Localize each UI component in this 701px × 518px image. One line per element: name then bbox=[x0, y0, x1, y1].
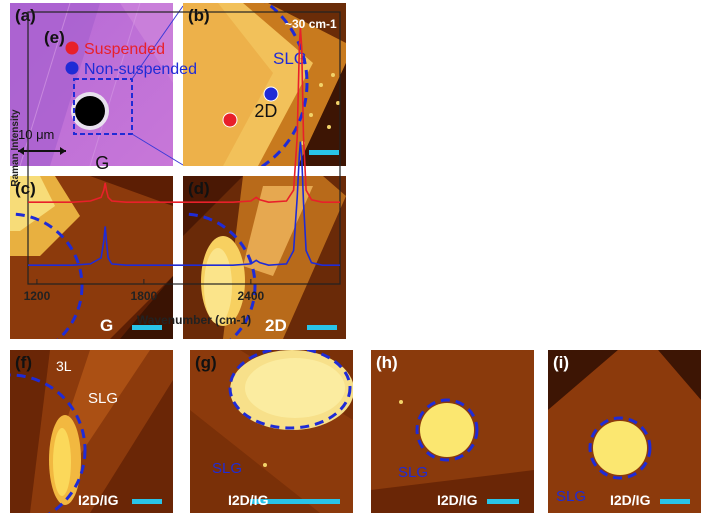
panel-i-tag: SLG bbox=[556, 488, 587, 505]
legend-marker-suspended bbox=[65, 41, 79, 55]
peak-label-g: G bbox=[95, 153, 109, 173]
panel-b-note: ~30 cm-1 bbox=[285, 17, 337, 31]
legend-marker-non-suspended bbox=[65, 61, 79, 75]
panel-e: (e) 1200 1800 2400 Wavenumber (cm-1) Raman I… bbox=[0, 0, 350, 330]
panel-a-label: (a) bbox=[15, 6, 36, 25]
panel-c-label: (c) bbox=[15, 179, 36, 198]
panel-b-map bbox=[183, 3, 346, 166]
panel-g-label: (g) bbox=[195, 353, 217, 372]
legend-label-non-suspended: Non-suspended bbox=[84, 61, 197, 78]
panel-f-map bbox=[10, 350, 173, 513]
series-line-suspended bbox=[28, 27, 340, 204]
panel-g: (g) SLG I2D/IG bbox=[190, 350, 353, 513]
peak-label-2d: 2D bbox=[254, 101, 277, 121]
panel-h-label: (h) bbox=[376, 353, 398, 372]
raman-chart: 1200 1800 2400 Wavenumber (cm-1) Raman Inten… bbox=[10, 11, 341, 327]
x-tick-label: 1200 bbox=[24, 289, 51, 303]
panel-d-label: (d) bbox=[188, 179, 210, 198]
panel-d-map-label: 2D bbox=[265, 316, 287, 335]
panel-h-map bbox=[371, 350, 534, 513]
x-tick-label: 1800 bbox=[131, 289, 158, 303]
panel-b: (b) ~30 cm-1 SLG bbox=[183, 3, 346, 166]
panel-b-label: (b) bbox=[188, 6, 210, 25]
panel-e-label: (e) bbox=[44, 28, 65, 47]
panel-h-tag: SLG bbox=[398, 464, 429, 481]
y-axis-label: Raman Intensity bbox=[10, 109, 21, 187]
panel-f-map-label: I2D/IG bbox=[78, 492, 119, 508]
panel-i-map bbox=[548, 350, 701, 513]
x-tick-label: 2400 bbox=[238, 289, 265, 303]
panel-f-3l-tag: 3L bbox=[56, 358, 72, 374]
panel-c: (c) G bbox=[10, 176, 173, 339]
panel-g-map bbox=[190, 350, 353, 513]
panel-f-slg-tag: SLG bbox=[88, 390, 119, 407]
panel-a-scale-label: 10 μm bbox=[18, 127, 55, 142]
x-axis-label: Wavenumber (cm-1) bbox=[137, 313, 251, 327]
panel-f-label: (f) bbox=[15, 353, 32, 372]
panel-g-tag: SLG bbox=[212, 460, 243, 477]
panel-f: (f) 3L SLG I2D/IG bbox=[10, 350, 173, 513]
panel-d-map bbox=[183, 176, 346, 339]
panel-i-map-label: I2D/IG bbox=[610, 492, 651, 508]
plot-frame bbox=[27, 11, 341, 285]
panel-h-map-label: I2D/IG bbox=[437, 492, 478, 508]
panel-i-label: (i) bbox=[553, 353, 570, 372]
panel-c-map-label: G bbox=[100, 316, 114, 335]
legend-label-suspended: Suspended bbox=[84, 41, 165, 58]
series-line-non-suspended bbox=[28, 141, 340, 267]
panel-g-map-label: I2D/IG bbox=[228, 492, 269, 508]
panel-d: (d) 2D bbox=[183, 176, 346, 339]
panel-h: (h) SLG I2D/IG bbox=[371, 350, 534, 513]
panel-i: (i) SLG I2D/IG bbox=[548, 350, 701, 513]
